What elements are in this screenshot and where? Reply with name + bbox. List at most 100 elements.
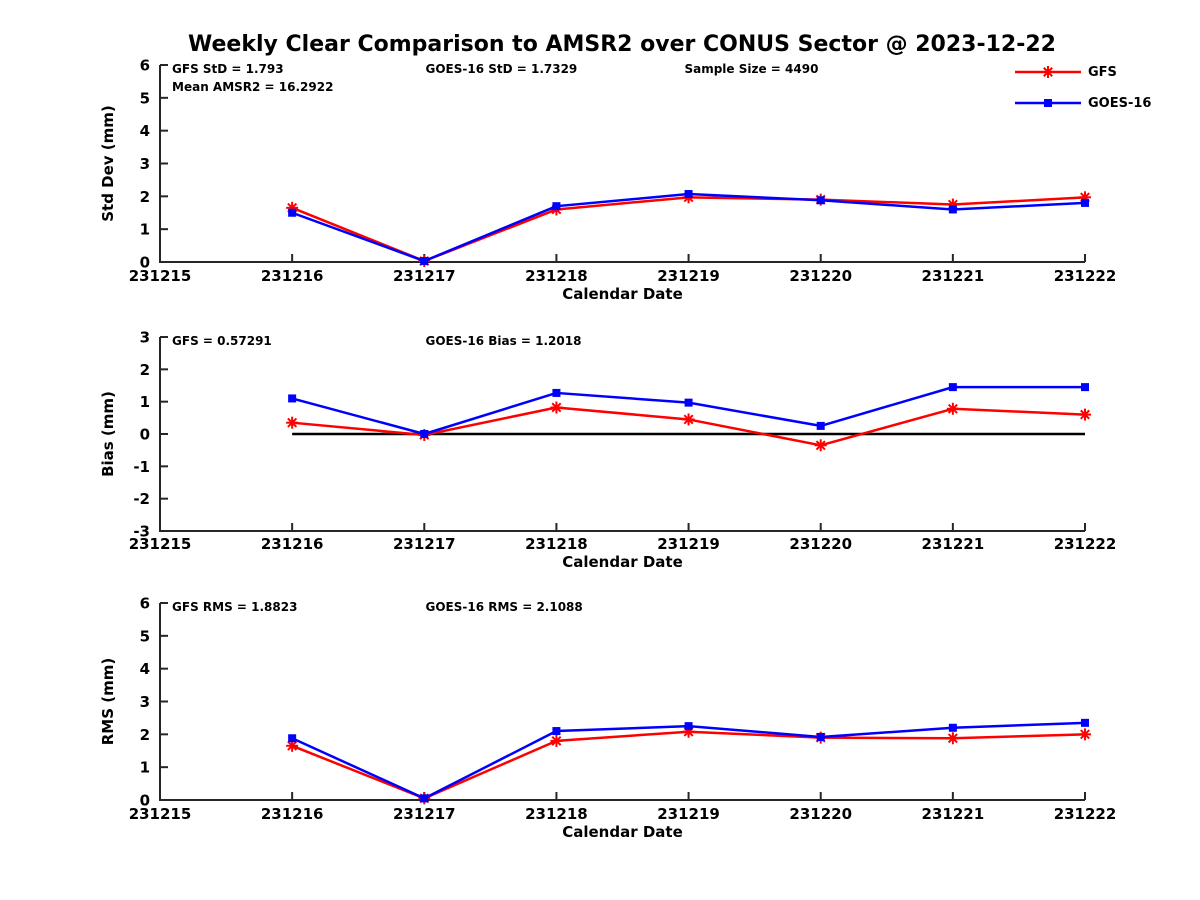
x-tick-label: 231221 <box>922 805 985 823</box>
x-tick-label: 231216 <box>261 267 324 285</box>
x-tick-label: 231215 <box>129 535 192 553</box>
x-tick-label: 231222 <box>1054 805 1117 823</box>
y-tick-label: 2 <box>140 726 150 744</box>
legend-label: GOES-16 <box>1088 95 1152 111</box>
y-tick-label: 3 <box>140 693 150 711</box>
y-tick-label: 5 <box>140 89 150 107</box>
x-tick-label: 231217 <box>393 535 456 553</box>
bias-chart: -3 -2 -1 0 1 2 3 231215 231216 231217 231218 231219… <box>99 329 1117 572</box>
x-tick-label: 231219 <box>657 267 720 285</box>
x-tick-label: 231221 <box>922 535 985 553</box>
series-gfs <box>286 401 1091 452</box>
x-tick-label: 231215 <box>129 805 192 823</box>
square-marker <box>288 394 297 403</box>
y-tick-label: 1 <box>140 221 150 239</box>
legend-entry-goes-16: GOES-16 <box>1015 95 1152 111</box>
axes: 0 1 2 3 4 5 6 231215 231216 231217 231218 231219 231… <box>129 595 1117 824</box>
y-axis-label: RMS (mm) <box>99 658 117 745</box>
asterisk-marker <box>946 732 959 745</box>
square-marker <box>948 723 957 732</box>
y-axis-label: Bias (mm) <box>99 391 117 477</box>
asterisk-marker <box>550 401 563 414</box>
gfs-line <box>291 730 1086 800</box>
axes: -3 -2 -1 0 1 2 3 231215 231216 231217 231218 231219… <box>129 329 1117 554</box>
square-marker <box>816 732 825 741</box>
legend-label: GFS <box>1088 64 1117 80</box>
gfs-line <box>291 196 1086 263</box>
y-tick-label: 6 <box>140 57 150 75</box>
x-tick-label: 231215 <box>129 267 192 285</box>
square-marker <box>948 383 957 392</box>
x-axis-label: Calendar Date <box>562 285 683 303</box>
asterisk-marker <box>1079 408 1091 421</box>
series-goes-16 <box>288 383 1089 438</box>
x-tick-label: 231222 <box>1054 535 1117 553</box>
x-axis-label: Calendar Date <box>562 823 683 841</box>
annotation: GOES-16 RMS = 2.1088 <box>425 600 582 614</box>
asterisk-marker <box>946 402 959 415</box>
square-legend-marker <box>1015 99 1081 107</box>
legend-entry-gfs: GFS <box>1015 64 1151 80</box>
x-tick-label: 231218 <box>525 535 588 553</box>
y-tick-label: -3 <box>133 523 150 541</box>
annotation: Sample Size = 4490 <box>684 62 818 76</box>
asterisk-marker <box>286 416 299 429</box>
annotation: GFS = 0.57291 <box>172 334 272 348</box>
asterisk-legend-marker <box>1015 66 1081 78</box>
square-marker <box>288 208 297 217</box>
square-marker <box>816 421 825 430</box>
x-tick-label: 231220 <box>789 267 852 285</box>
y-tick-label: 0 <box>140 426 150 444</box>
x-tick-label: 231218 <box>525 805 588 823</box>
x-tick-label: 231219 <box>657 805 720 823</box>
square-marker <box>552 388 561 397</box>
x-axis-label: Calendar Date <box>562 553 683 571</box>
y-tick-label: 1 <box>140 393 150 411</box>
y-tick-label: 3 <box>140 155 150 173</box>
y-tick-label: 2 <box>140 361 150 379</box>
square-marker <box>1081 198 1089 207</box>
asterisk-marker <box>550 734 563 747</box>
square-marker <box>816 196 825 205</box>
y-tick-label: 3 <box>140 329 150 347</box>
asterisk-marker <box>814 439 827 452</box>
annotation: GOES-16 StD = 1.7329 <box>425 62 577 76</box>
y-tick-label: 6 <box>140 595 150 613</box>
square-marker <box>552 727 561 736</box>
y-tick-label: -1 <box>133 458 150 476</box>
legend: GFS GOES-16 <box>1015 64 1152 111</box>
annotation: GFS RMS = 1.8823 <box>172 600 297 614</box>
square-marker <box>420 794 429 803</box>
y-tick-label: 1 <box>140 759 150 777</box>
y-tick-label: 4 <box>140 122 150 140</box>
series-goes-16 <box>288 718 1089 803</box>
y-tick-label: 0 <box>140 792 150 810</box>
annotation: GOES-16 Bias = 1.2018 <box>425 334 581 348</box>
square-marker <box>552 202 561 211</box>
x-tick-label: 231216 <box>261 535 324 553</box>
x-tick-label: 231217 <box>393 267 456 285</box>
x-tick-label: 231217 <box>393 805 456 823</box>
y-tick-label: 2 <box>140 188 150 206</box>
x-tick-label: 231218 <box>525 267 588 285</box>
square-marker <box>684 190 693 199</box>
annotation: GFS StD = 1.793 <box>172 62 284 76</box>
square-marker <box>1081 718 1089 727</box>
square-marker <box>420 430 429 438</box>
y-tick-label: 0 <box>140 254 150 272</box>
y-tick-label: -2 <box>133 490 150 508</box>
x-tick-label: 231222 <box>1054 267 1117 285</box>
square-marker <box>948 205 957 214</box>
y-tick-label: 5 <box>140 627 150 645</box>
square-marker <box>1081 383 1089 392</box>
std-dev-chart: 0 1 2 3 4 5 6 231215 231216 231217 231218 231219 231… <box>99 57 1117 304</box>
x-tick-label: 231219 <box>657 535 720 553</box>
square-marker <box>420 257 429 266</box>
square-marker <box>288 734 297 743</box>
square-marker <box>684 722 693 731</box>
asterisk-marker <box>682 413 695 426</box>
chart-title: Weekly Clear Comparison to AMSR2 over CO… <box>188 32 1056 57</box>
rms-chart-container: 0 1 2 3 4 5 6 231215 231216 231217 231218 231219 231… <box>0 583 1200 847</box>
asterisk-marker <box>1079 728 1091 741</box>
